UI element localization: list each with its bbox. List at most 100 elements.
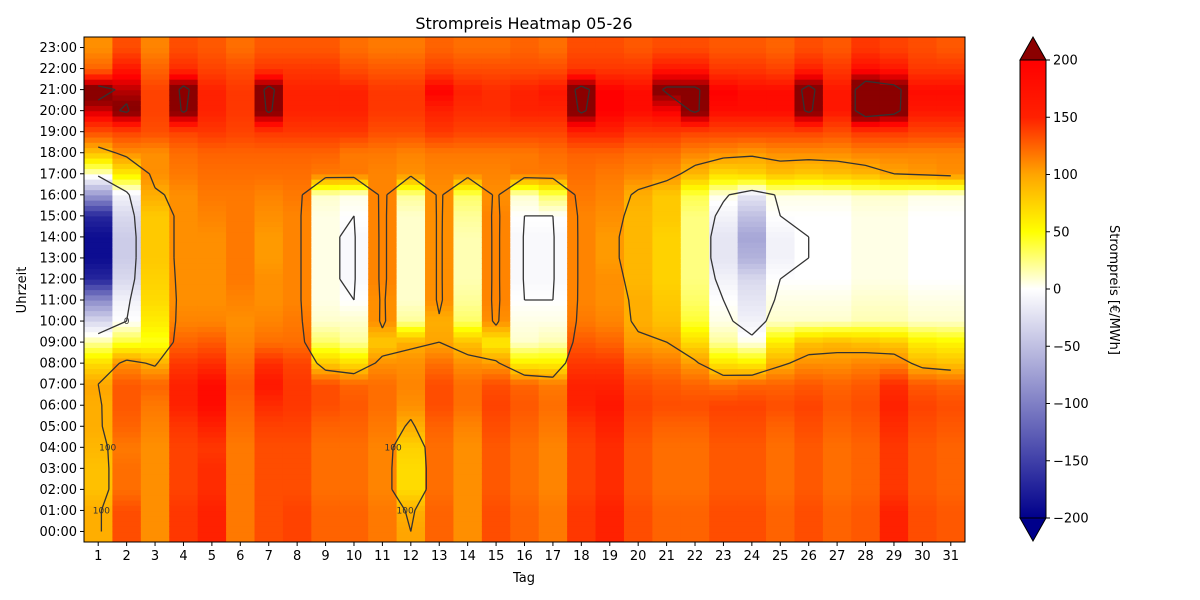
heatmap-cell <box>339 452 369 459</box>
heatmap-cell <box>623 326 653 333</box>
heatmap-cell <box>567 79 597 85</box>
heatmap-cell <box>709 494 739 501</box>
heatmap-cell <box>595 336 625 343</box>
heatmap-cell <box>538 494 568 501</box>
heatmap-cell <box>766 205 796 212</box>
heatmap-cell <box>368 457 398 464</box>
heatmap-cell <box>595 37 625 43</box>
heatmap-cell <box>169 268 199 275</box>
heatmap-cell <box>112 136 142 143</box>
heatmap-cell <box>425 47 455 54</box>
heatmap-cell <box>794 389 824 396</box>
heatmap-cell <box>84 300 114 306</box>
heatmap-cell <box>879 163 909 170</box>
heatmap-cell <box>595 189 625 196</box>
heatmap-cell <box>84 389 114 396</box>
heatmap-cell <box>623 47 653 54</box>
heatmap-cell <box>680 242 710 249</box>
heatmap-cell <box>282 484 312 490</box>
heatmap-cell <box>908 247 938 254</box>
heatmap-cell <box>254 163 284 170</box>
heatmap-cell <box>84 100 114 106</box>
heatmap-cell <box>339 389 369 396</box>
heatmap-cell <box>339 105 369 112</box>
heatmap-cell <box>538 421 568 427</box>
heatmap-cell <box>112 436 142 443</box>
heatmap-cell <box>282 131 312 138</box>
heatmap-cell <box>453 336 483 343</box>
heatmap-cell <box>311 115 341 122</box>
heatmap-cell <box>567 331 597 338</box>
heatmap-cell <box>453 463 483 469</box>
heatmap-cell <box>538 210 568 217</box>
heatmap-cell <box>680 431 710 438</box>
x-tick-label: 27 <box>829 549 846 564</box>
heatmap-cell <box>538 352 568 359</box>
heatmap-cell <box>680 520 710 527</box>
heatmap-cell <box>169 478 199 485</box>
heatmap-cell <box>282 326 312 333</box>
heatmap-cell <box>538 457 568 464</box>
heatmap-cell <box>936 473 965 480</box>
heatmap-cell <box>851 289 881 296</box>
heatmap-cell <box>425 284 455 291</box>
heatmap-cell <box>481 510 511 517</box>
heatmap-cell <box>680 205 710 212</box>
heatmap-cell <box>425 336 455 343</box>
heatmap-cell <box>936 184 965 191</box>
heatmap-cell <box>226 352 256 359</box>
heatmap-cell <box>425 405 455 412</box>
heatmap-cell <box>510 105 540 112</box>
heatmap-cell <box>282 152 312 159</box>
heatmap-cell <box>453 331 483 338</box>
heatmap-cell <box>339 536 369 542</box>
heatmap-cell <box>851 447 881 454</box>
heatmap-cell <box>254 463 284 469</box>
heatmap-cell <box>453 194 483 201</box>
heatmap-cell <box>595 226 625 233</box>
heatmap-cell <box>453 410 483 417</box>
heatmap-cell <box>851 394 881 401</box>
heatmap-cell <box>538 242 568 249</box>
heatmap-cell <box>510 436 540 443</box>
heatmap-cell <box>851 384 881 391</box>
colorbar-extend-top <box>1019 35 1047 61</box>
heatmap-cell <box>595 394 625 401</box>
heatmap-cell <box>908 210 938 217</box>
heatmap-cell <box>311 447 341 454</box>
heatmap-cell <box>851 73 881 80</box>
heatmap-cell <box>822 210 852 217</box>
heatmap-cell <box>595 531 625 538</box>
heatmap-cell <box>425 463 455 469</box>
heatmap-cell <box>140 79 170 85</box>
heatmap-cell <box>709 157 739 164</box>
heatmap-cell <box>538 236 568 243</box>
heatmap-cell <box>425 110 455 117</box>
heatmap-cell <box>936 215 965 222</box>
heatmap-cell <box>311 168 341 175</box>
heatmap-cell <box>595 236 625 243</box>
heatmap-cell <box>425 73 455 80</box>
heatmap-cell <box>567 426 597 433</box>
heatmap-cell <box>623 405 653 412</box>
heatmap-cell <box>396 294 426 301</box>
heatmap-cell <box>226 515 256 522</box>
heatmap-cell <box>425 126 455 133</box>
heatmap-cell <box>226 494 256 501</box>
heatmap-cell <box>254 368 284 375</box>
heatmap-cell <box>822 147 852 154</box>
heatmap-cell <box>140 426 170 433</box>
heatmap-cell <box>822 142 852 149</box>
heatmap-cell <box>652 431 682 438</box>
heatmap-cell <box>822 89 852 96</box>
heatmap-cell <box>595 494 625 501</box>
heatmap-cell <box>908 58 938 64</box>
heatmap-cell <box>709 163 739 170</box>
heatmap-cell <box>652 520 682 527</box>
heatmap-cell <box>311 531 341 538</box>
heatmap-cell <box>197 321 227 327</box>
heatmap-cell <box>84 236 114 243</box>
heatmap-cell <box>538 257 568 264</box>
heatmap-cell <box>851 468 881 475</box>
heatmap-cell <box>510 131 540 138</box>
